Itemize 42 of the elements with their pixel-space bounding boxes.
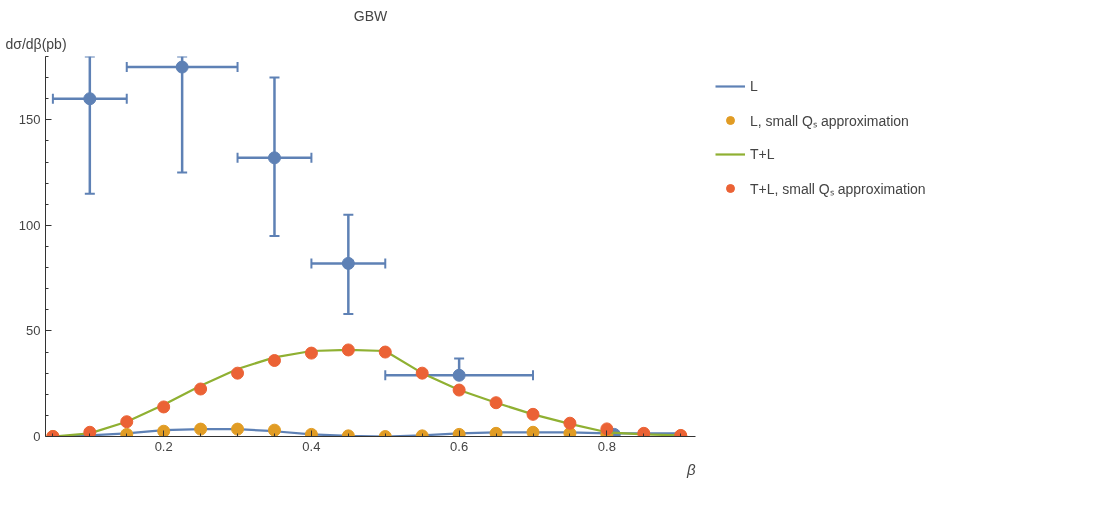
x-axis-title: β: [685, 460, 696, 478]
point: [600, 422, 614, 436]
y-tick-label: 100: [18, 217, 41, 233]
point: [194, 382, 208, 396]
point: [452, 383, 466, 397]
legend-label: L: [750, 78, 759, 94]
point: [489, 426, 503, 437]
point: [452, 368, 466, 382]
y-axis-title: dσ/dβ(pb): [5, 35, 67, 52]
point: [489, 396, 503, 410]
x-tick-label: 0.6: [450, 438, 469, 454]
point: [83, 425, 97, 437]
legend-label: L, small Qₛ approximation: [750, 111, 909, 130]
legend-label: T+L, small Qₛ approximation: [750, 179, 926, 198]
point: [83, 92, 97, 106]
point: [415, 366, 429, 380]
point: [231, 422, 245, 436]
point: [341, 256, 355, 270]
legend-label: T+L: [750, 146, 775, 162]
point: [267, 423, 281, 437]
chart-title: GBW: [353, 7, 389, 24]
y-tick-label: 0: [33, 429, 41, 444]
point: [563, 416, 577, 430]
point: [378, 345, 392, 359]
x-tick-label: 0.8: [597, 438, 616, 454]
point: [267, 354, 281, 367]
x-tick-label: 0.4: [302, 438, 321, 454]
point: [267, 151, 281, 165]
point: [341, 343, 355, 357]
point: [637, 426, 651, 437]
y-tick-label: 50: [26, 323, 41, 339]
point: [304, 346, 318, 360]
point: [194, 422, 208, 436]
point: [157, 400, 171, 414]
point: [157, 424, 171, 437]
x-tick-label: 0.2: [154, 438, 173, 454]
point: [175, 60, 189, 74]
point: [231, 366, 245, 380]
y-tick-label: 150: [18, 112, 41, 128]
point: [526, 407, 540, 421]
point: [120, 415, 134, 429]
point: [526, 425, 540, 437]
